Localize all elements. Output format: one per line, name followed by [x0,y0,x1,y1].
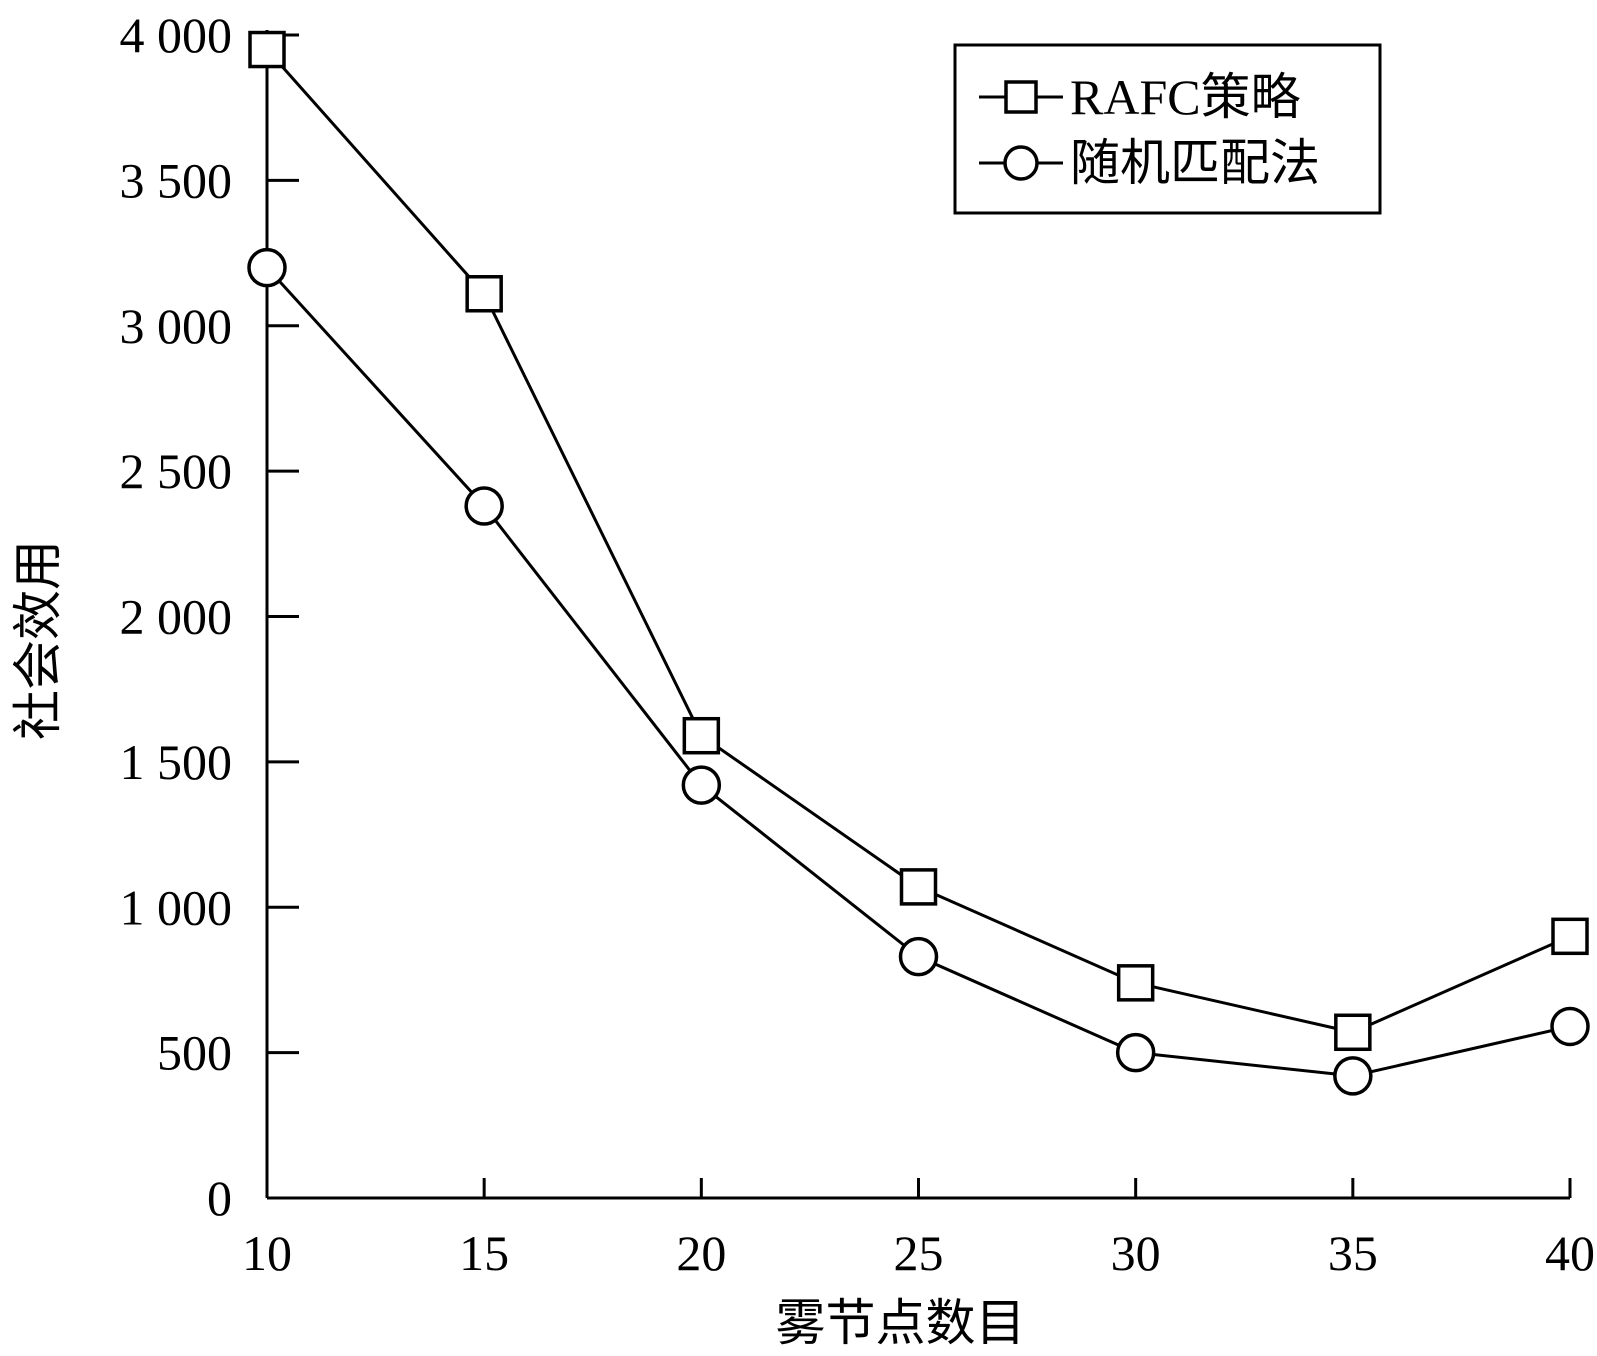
x-ticks: 10 15 20 25 30 35 40 [242,1178,1595,1281]
circle-marker [247,247,287,288]
circle-marker [1550,1006,1590,1047]
x-axis-title: 雾节点数目 [776,1294,1026,1352]
series-1 [248,30,1589,1052]
square-marker [899,868,938,906]
x-tick-label: 35 [1328,1225,1378,1281]
square-marker [1334,1013,1372,1052]
y-tick-label: 2 500 [120,443,233,499]
x-tick-label: 15 [459,1225,509,1281]
series-2 [247,247,1590,1096]
x-tick-label: 20 [676,1225,726,1281]
circle-marker [1115,1032,1156,1073]
circle-marker [898,936,939,977]
square-marker [682,716,721,755]
circle-marker [681,765,722,805]
square-marker [1551,917,1589,956]
x-tick-label: 40 [1545,1225,1595,1281]
legend-label: RAFC策略 [1070,69,1301,125]
y-tick-label: 3 000 [120,298,233,354]
x-tick-label: 10 [242,1225,292,1281]
legend-item: 随机匹配法 [979,135,1320,191]
y-tick-label: 500 [157,1025,232,1081]
y-tick-label: 2 000 [120,589,233,645]
y-tick-label: 1 500 [120,734,233,790]
x-tick-label: 30 [1111,1225,1161,1281]
legend-label: 随机匹配法 [1070,135,1320,191]
square-marker [248,30,286,69]
y-tick-label: 4 000 [120,7,233,63]
y-tick-label: 0 [207,1170,232,1226]
square-marker [465,275,503,313]
y-axis-title: 社会效用 [9,540,67,740]
x-tick-label: 25 [894,1225,944,1281]
circle-marker [1003,145,1039,181]
legend-box [953,43,1382,215]
square-marker [1004,80,1038,114]
series-layer [247,30,1590,1096]
circle-marker [1333,1056,1373,1096]
legend-item: RAFC策略 [979,69,1301,125]
y-ticks: 0 500 1 000 1 500 2 000 2 500 3 000 3 500 4 000 [120,7,299,1226]
square-marker [1116,964,1155,1002]
circle-marker [464,486,504,526]
y-tick-label: 1 000 [120,879,233,935]
y-tick-label: 3 500 [120,152,233,208]
